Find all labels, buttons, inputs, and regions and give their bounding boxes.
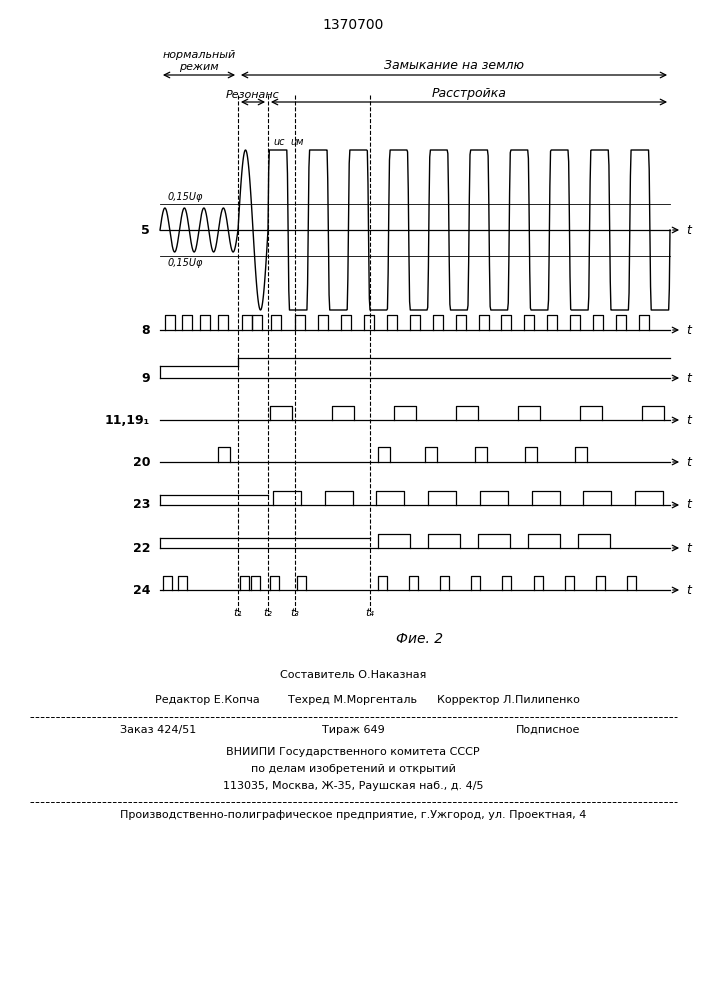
Text: 22: 22 — [132, 542, 150, 554]
Text: t₃: t₃ — [291, 608, 300, 618]
Text: t: t — [686, 224, 691, 236]
Text: 0,15Uφ: 0,15Uφ — [168, 192, 204, 202]
Text: t: t — [686, 414, 691, 426]
Text: по делам изобретений и открытий: по делам изобретений и открытий — [250, 764, 455, 774]
Text: нормальный
режим: нормальный режим — [163, 50, 235, 72]
Text: t: t — [686, 542, 691, 554]
Text: Заказ 424/51: Заказ 424/51 — [120, 725, 197, 735]
Text: Расстройка: Расстройка — [431, 87, 506, 100]
Text: 24: 24 — [132, 584, 150, 596]
Text: t₂: t₂ — [264, 608, 272, 618]
Text: Техред М.Моргенталь: Техред М.Моргенталь — [288, 695, 418, 705]
Text: Корректор Л.Пилипенко: Корректор Л.Пилипенко — [437, 695, 580, 705]
Text: 9: 9 — [141, 371, 150, 384]
Text: t₄: t₄ — [366, 608, 375, 618]
Text: 23: 23 — [133, 498, 150, 512]
Text: t: t — [686, 456, 691, 468]
Text: 8: 8 — [141, 324, 150, 336]
Text: ВНИИПИ Государственного комитета СССР: ВНИИПИ Государственного комитета СССР — [226, 747, 480, 757]
Text: Составитель О.Наказная: Составитель О.Наказная — [280, 670, 426, 680]
Text: 0,15Uφ: 0,15Uφ — [168, 258, 204, 268]
Text: uс: uс — [273, 137, 284, 147]
Text: uм: uм — [290, 137, 303, 147]
Text: t₁: t₁ — [233, 608, 243, 618]
Text: Тираж 649: Тираж 649 — [322, 725, 385, 735]
Text: t: t — [686, 584, 691, 596]
Text: 11,19₁: 11,19₁ — [105, 414, 150, 426]
Text: t: t — [686, 498, 691, 512]
Text: Редактор Е.Копча: Редактор Е.Копча — [155, 695, 259, 705]
Text: Фие. 2: Фие. 2 — [397, 632, 443, 646]
Text: t: t — [686, 324, 691, 336]
Text: 1370700: 1370700 — [322, 18, 384, 32]
Text: Замыкание на землю: Замыкание на землю — [384, 59, 524, 72]
Text: 113035, Москва, Ж-35, Раушская наб., д. 4/5: 113035, Москва, Ж-35, Раушская наб., д. … — [223, 781, 484, 791]
Text: 5: 5 — [141, 224, 150, 236]
Text: Производственно-полиграфическое предприятие, г.Ужгород, ул. Проектная, 4: Производственно-полиграфическое предприя… — [119, 810, 586, 820]
Text: t: t — [686, 371, 691, 384]
Text: Подписное: Подписное — [515, 725, 580, 735]
Text: 20: 20 — [132, 456, 150, 468]
Text: Резонанс: Резонанс — [226, 90, 280, 100]
